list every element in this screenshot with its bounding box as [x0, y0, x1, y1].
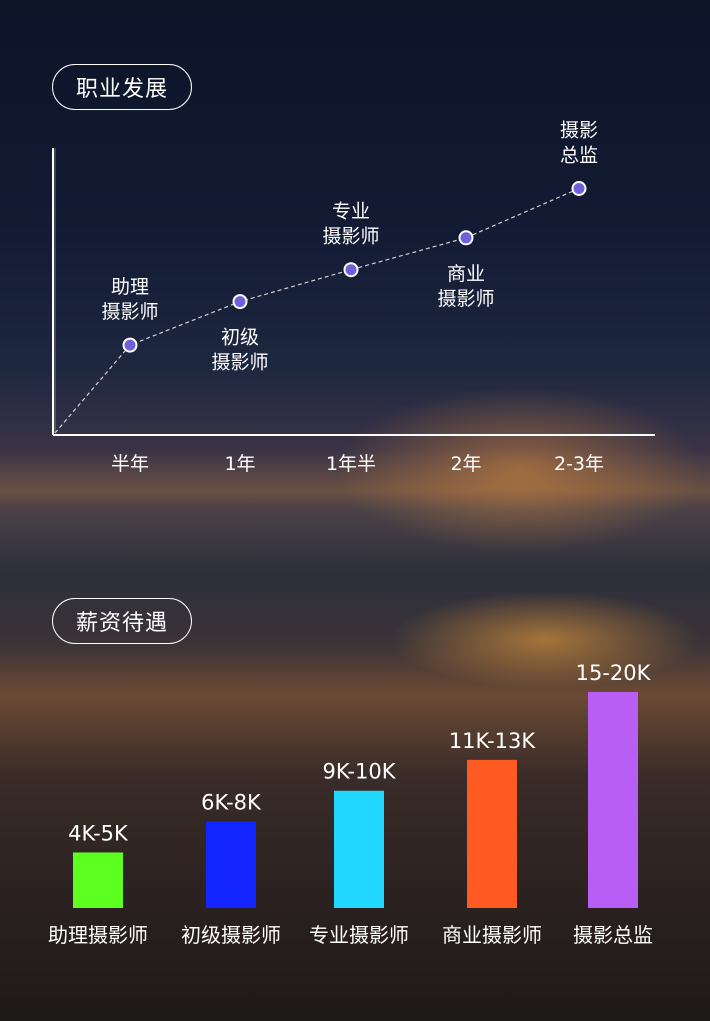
salary-bar: [73, 852, 123, 908]
bar-value-label: 4K-5K: [68, 821, 129, 845]
bar-category-label: 助理摄影师: [48, 923, 148, 947]
bar-value-label: 9K-10K: [323, 760, 397, 784]
bar-category-label: 专业摄影师: [309, 923, 409, 947]
bar-category-label: 初级摄影师: [181, 923, 281, 947]
bar-category-label: 摄影总监: [573, 923, 653, 947]
bar-value-label: 6K-8K: [201, 791, 262, 815]
bar-value-label: 15-20K: [576, 661, 652, 685]
bar-category-label: 商业摄影师: [442, 923, 542, 947]
salary-bar: [334, 791, 384, 908]
bar-value-label: 11K-13K: [449, 729, 537, 753]
salary-bar: [588, 692, 638, 908]
salary-bar: [467, 760, 517, 908]
salary-bar: [206, 822, 256, 908]
